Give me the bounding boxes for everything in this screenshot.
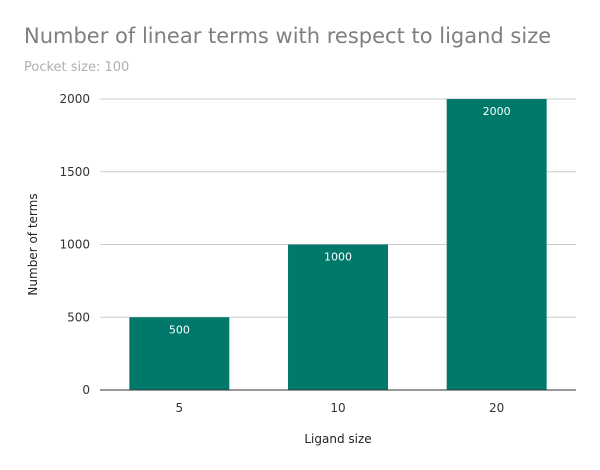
y-tick-label: 1500 [59,165,90,179]
x-tick-label: 5 [176,401,184,415]
x-axis-title: Ligand size [304,432,371,446]
y-axis-ticks: 0 500 1000 1500 2000 [59,92,90,397]
x-axis-ticks: 5 10 20 [176,401,505,415]
bar [446,99,547,390]
bar [288,244,388,390]
y-tick-label: 1000 [59,238,90,252]
bar-value-label: 1000 [324,251,352,264]
chart-subtitle: Pocket size: 100 [24,60,130,75]
x-tick-label: 20 [489,401,504,415]
bar [129,317,230,390]
chart-title: Number of linear terms with respect to l… [24,24,552,48]
y-tick-label: 0 [82,383,90,397]
y-tick-label: 2000 [59,92,90,106]
bars: 500 1000 2000 [129,99,547,390]
x-tick-label: 10 [330,401,345,415]
y-tick-label: 500 [67,310,90,324]
bar-value-label: 2000 [483,105,511,118]
bar-value-label: 500 [169,323,190,336]
y-axis-title: Number of terms [26,193,40,295]
